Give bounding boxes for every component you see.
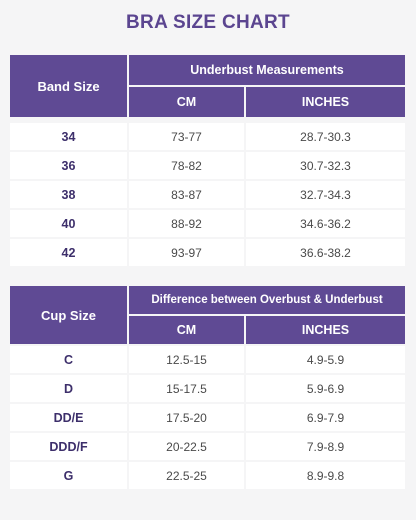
table-row: 40 88-92 34.6-36.2 xyxy=(10,210,406,239)
cm-cell: 17.5-20 xyxy=(129,404,246,433)
inches-header: INCHES xyxy=(246,87,406,119)
cm-cell: 83-87 xyxy=(129,181,246,210)
underbust-header: Underbust Measurements xyxy=(129,55,406,87)
cm-cell: 22.5-25 xyxy=(129,462,246,491)
table-row: DDD/F 20-22.5 7.9-8.9 xyxy=(10,433,406,462)
band-size-header: Band Size xyxy=(10,55,129,119)
difference-header: Difference between Overbust & Underbust xyxy=(129,286,406,316)
inches-cell: 5.9-6.9 xyxy=(246,375,406,404)
band-size-cell: 38 xyxy=(10,181,129,210)
spacer xyxy=(10,119,406,123)
cup-size-table: Cup Size Difference between Overbust & U… xyxy=(10,286,406,491)
table-row: G 22.5-25 8.9-9.8 xyxy=(10,462,406,491)
band-size-cell: 42 xyxy=(10,239,129,268)
band-size-cell: 40 xyxy=(10,210,129,239)
inches-cell: 6.9-7.9 xyxy=(246,404,406,433)
page-title: BRA SIZE CHART xyxy=(126,12,290,33)
cup-size-cell: DD/E xyxy=(10,404,129,433)
cm-cell: 15-17.5 xyxy=(129,375,246,404)
cup-size-cell: D xyxy=(10,375,129,404)
inches-cell: 28.7-30.3 xyxy=(246,123,406,152)
cm-cell: 78-82 xyxy=(129,152,246,181)
cm-cell: 12.5-15 xyxy=(129,346,246,375)
band-size-cell: 36 xyxy=(10,152,129,181)
inches-cell: 32.7-34.3 xyxy=(246,181,406,210)
table-row: 42 93-97 36.6-38.2 xyxy=(10,239,406,268)
table-row: 38 83-87 32.7-34.3 xyxy=(10,181,406,210)
cm-cell: 20-22.5 xyxy=(129,433,246,462)
inches-cell: 4.9-5.9 xyxy=(246,346,406,375)
table-row: D 15-17.5 5.9-6.9 xyxy=(10,375,406,404)
inches-cell: 7.9-8.9 xyxy=(246,433,406,462)
cup-size-header: Cup Size xyxy=(10,286,129,346)
band-size-cell: 34 xyxy=(10,123,129,152)
band-size-table: Band Size Underbust Measurements CM INCH… xyxy=(10,55,406,268)
table-row: 34 73-77 28.7-30.3 xyxy=(10,123,406,152)
cm-cell: 93-97 xyxy=(129,239,246,268)
table-row: 36 78-82 30.7-32.3 xyxy=(10,152,406,181)
table-row: DD/E 17.5-20 6.9-7.9 xyxy=(10,404,406,433)
inches-header: INCHES xyxy=(246,316,406,346)
inches-cell: 36.6-38.2 xyxy=(246,239,406,268)
cm-cell: 73-77 xyxy=(129,123,246,152)
cm-header: CM xyxy=(129,87,246,119)
cm-header: CM xyxy=(129,316,246,346)
inches-cell: 8.9-9.8 xyxy=(246,462,406,491)
table-row: C 12.5-15 4.9-5.9 xyxy=(10,346,406,375)
cup-size-cell: G xyxy=(10,462,129,491)
inches-cell: 34.6-36.2 xyxy=(246,210,406,239)
inches-cell: 30.7-32.3 xyxy=(246,152,406,181)
cm-cell: 88-92 xyxy=(129,210,246,239)
cup-size-cell: DDD/F xyxy=(10,433,129,462)
cup-size-cell: C xyxy=(10,346,129,375)
